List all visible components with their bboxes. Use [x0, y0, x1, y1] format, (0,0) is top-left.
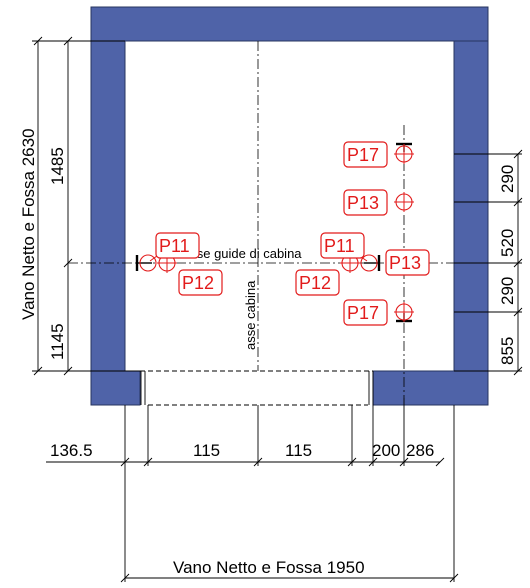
asse-cabina-label: asse cabina [243, 280, 258, 350]
tick-r-154 [513, 149, 523, 159]
dim-right-520: 520 [498, 229, 517, 257]
tag-p11-right: P11 [320, 232, 365, 259]
asse-guide-label: asse guide di cabina [183, 246, 302, 261]
vano-horizontal-label: Vano Netto e Fossa 1950 [173, 558, 365, 577]
tick-68-371 [63, 366, 73, 376]
tick-68-41 [63, 36, 73, 46]
tick-b-404 [399, 457, 409, 467]
door-opening [140, 370, 374, 406]
dim-bottom-200: 200 [372, 441, 400, 460]
tick-b-352 [347, 457, 357, 467]
tick-b-373 [368, 457, 378, 467]
dim-right-290-bottom: 290 [498, 277, 517, 305]
dim-right-290-top: 290 [498, 165, 517, 193]
right-dimensions: 290 520 290 855 [454, 149, 523, 376]
dim-bottom-115-a: 115 [193, 441, 220, 460]
dim-1485: 1485 [48, 147, 67, 185]
wall-bottom-right [372, 370, 489, 406]
svg-text:P13: P13 [389, 253, 421, 273]
tag-p12-right: P12 [295, 269, 340, 296]
tag-p11-left: P11 [155, 232, 200, 259]
left-dimensions: Vano Netto e Fossa 2630 1485 1145 [19, 36, 140, 376]
tag-p13-right: P13 [385, 249, 430, 276]
tick-r-202 [513, 197, 523, 207]
hole-p17-top [394, 144, 414, 164]
hole-p17-bottom [394, 302, 414, 322]
shaft-walls [90, 6, 489, 406]
dim-right-855: 855 [498, 337, 517, 365]
tick-b-148 [143, 457, 153, 467]
dim-bottom-286: 286 [406, 441, 434, 460]
tag-p12-left: P12 [178, 269, 223, 296]
tick-r-263 [513, 258, 523, 268]
wall-bottom-left [90, 370, 141, 406]
svg-text:P17: P17 [347, 145, 379, 165]
svg-text:P11: P11 [324, 236, 355, 256]
wall-left [90, 40, 126, 372]
tick-68-263 [63, 258, 73, 268]
wall-right [453, 40, 489, 372]
tick-b-440 [435, 457, 445, 467]
svg-text:P12: P12 [299, 273, 331, 293]
tick-b-125 [120, 457, 130, 467]
tag-p17-bottom: P17 [343, 299, 388, 326]
hole-p11-right [360, 254, 378, 272]
tick-r-312 [513, 307, 523, 317]
wall-top [90, 6, 489, 42]
hole-p13-mid [394, 192, 414, 212]
tick-38-371 [33, 366, 43, 376]
tick-b2-125 [120, 573, 130, 583]
dim-bottom-136-5: 136.5 [50, 441, 93, 460]
tick-b-258 [253, 457, 263, 467]
tick-b2-454 [449, 573, 459, 583]
tick-38-41 [33, 36, 43, 46]
bottom-dimensions: 136.5 115 115 200 286 Vano Netto e Fossa… [46, 398, 459, 583]
tick-r-371 [513, 366, 523, 376]
svg-text:P12: P12 [182, 273, 214, 293]
hole-p11-left [139, 254, 157, 272]
dim-bottom-115-b: 115 [285, 441, 312, 460]
tag-p13-mid: P13 [343, 189, 388, 216]
svg-text:P11: P11 [159, 236, 190, 256]
svg-text:P17: P17 [347, 303, 379, 323]
dim-1145: 1145 [48, 323, 67, 360]
tag-p17-top: P17 [343, 141, 388, 168]
svg-text:P13: P13 [347, 193, 379, 213]
vano-vertical-label: Vano Netto e Fossa 2630 [19, 128, 38, 320]
tags: P17 P13 P11 P12 P11 P13 P12 P17 [155, 141, 430, 326]
